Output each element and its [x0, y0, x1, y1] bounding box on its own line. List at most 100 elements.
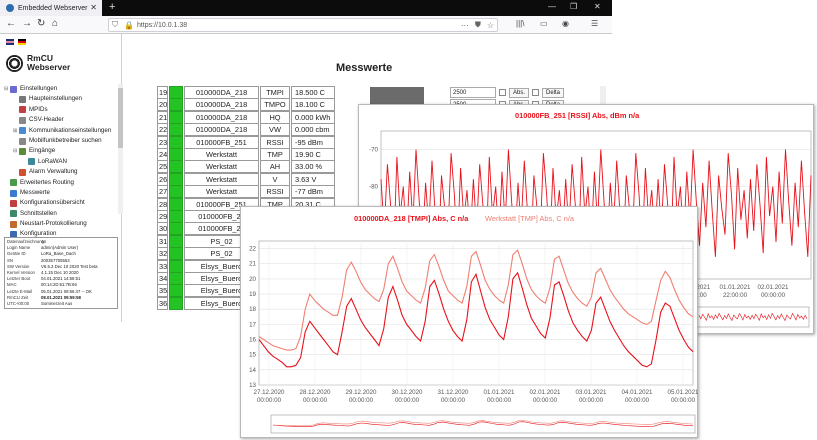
info-row: Letzter Boot 04.01.2021 14:58:51: [7, 276, 115, 282]
sidebar-item-schnittstellen[interactable]: Schnittstellen: [4, 209, 118, 219]
tmp-x-tick-time: 00:00:00: [579, 397, 604, 404]
sidebar-item-konfiguration[interactable]: Konfiguration: [4, 229, 118, 239]
row-number: 29: [157, 210, 168, 223]
sidebar-item-alarm-verwaltung[interactable]: Alarm Verwaltung: [4, 167, 118, 177]
expand-icon[interactable]: ⊞: [13, 127, 18, 134]
mobile-operator-icon: [19, 137, 26, 145]
measurement-value: 33.00 %: [291, 160, 335, 174]
info-key: MAC: [7, 282, 17, 288]
table-row[interactable]: 24 Werkstatt TMP 19.90 C: [157, 148, 336, 162]
page-actions-icon[interactable]: ⋯: [460, 20, 469, 30]
measurement-type: TMPO: [260, 98, 290, 112]
status-indicator: [169, 284, 183, 298]
row-number: 20: [157, 98, 168, 112]
info-row: Kernel Version 4.1.15 Dec 10 2020: [7, 270, 115, 276]
back-arrow-icon[interactable]: ←: [6, 18, 16, 29]
collapse-icon[interactable]: ⊟: [4, 86, 9, 92]
tmp-y-tick-label: 16: [249, 337, 256, 344]
mpid-icon: [19, 106, 26, 114]
sidebar-item-lorawan[interactable]: LoRaWAN: [4, 157, 118, 167]
menu-hamburger-icon[interactable]: ☰: [591, 19, 599, 28]
sidebar-toggle-icon[interactable]: ▭: [540, 19, 548, 28]
alarm-icon: [19, 168, 26, 176]
tmp-x-tick-date: 28.12.2020: [300, 389, 332, 396]
sidebar-item-kommunikationseinstellungen[interactable]: ⊞ Kommunikationseinstellungen: [4, 126, 118, 136]
uk-flag-icon[interactable]: [6, 39, 14, 45]
window-close-button[interactable]: ✕: [594, 2, 601, 11]
reload-icon[interactable]: ↻: [37, 18, 46, 29]
info-row: RmCU Zeit 08.01.2021 09:59:58: [7, 295, 115, 301]
configuration-icon: [10, 231, 17, 239]
main-settings-icon: [19, 96, 26, 104]
language-flags: [6, 39, 28, 47]
info-value: 4.1.15 Dec 10 2020: [41, 270, 79, 276]
table-row[interactable]: 22 010000DA_218 VW 0.000 cbm: [157, 123, 336, 137]
new-tab-button[interactable]: +: [109, 1, 116, 13]
bookmark-star-icon[interactable]: ☆: [486, 20, 494, 30]
info-value: V6.5.3 Dec 10 2020 Test beta: [41, 263, 98, 269]
info-key: Login Name: [7, 245, 31, 251]
sidebar-item-neustart-protokollierung[interactable]: Neustart-Protokollierung: [4, 219, 118, 229]
sidebar-item-erweitertes-routing[interactable]: Erweitertes Routing: [4, 178, 118, 188]
info-row: MAC 00:14:2D:61:7B:66: [7, 282, 115, 288]
sidebar-item-haupteinstellungen[interactable]: Haupteinstellungen: [4, 94, 118, 104]
table-row[interactable]: 26 Werkstatt V 3.63 V: [157, 172, 336, 187]
tmp-y-tick-label: 19: [249, 291, 256, 298]
info-row: Geräte ID LoRa_Base_Dach: [7, 251, 115, 257]
sidebar-item-label: Alarm Verwaltung: [29, 168, 78, 176]
csv-icon: [19, 116, 26, 124]
info-key: Kernel Version: [7, 270, 35, 276]
tmp-x-tick-time: 00:00:00: [441, 397, 466, 404]
row-number: 21: [157, 110, 168, 124]
browser-tab[interactable]: Embedded Webserver ✕: [0, 0, 102, 16]
inputs-icon: [19, 148, 26, 156]
forward-arrow-icon[interactable]: →: [22, 18, 32, 29]
german-flag-icon[interactable]: [17, 39, 26, 45]
home-icon[interactable]: ⌂: [52, 18, 59, 29]
measurement-value: 0.000 kWh: [291, 110, 335, 124]
tmp-y-tick-label: 20: [249, 276, 256, 283]
tmp-x-tick-time: 00:00:00: [671, 397, 696, 404]
info-value: 04.01.2021 14:58:51: [41, 276, 81, 282]
rssi-x-tick-date: 01.01.2021: [720, 284, 752, 291]
sidebar-item-eing-nge[interactable]: ⊟ Eingänge: [4, 146, 118, 156]
sidebar-item-csv-header[interactable]: CSV-Header: [4, 115, 118, 125]
measurement-type: VW: [260, 123, 290, 137]
sidebar-item-mpids[interactable]: MPIDs: [4, 105, 118, 115]
lock-icon: 🔒: [124, 20, 134, 30]
library-icon[interactable]: |||\: [516, 19, 525, 28]
measurement-type: RSSI: [260, 185, 290, 199]
tmp-x-tick-date: 27.12.2020: [254, 389, 286, 396]
sidebar-item-messwerte[interactable]: Messwerte: [4, 188, 118, 198]
window-minimize-button[interactable]: —: [548, 2, 556, 11]
sidebar-item-einstellungen[interactable]: ⊟ Einstellungen: [4, 84, 118, 94]
window-maximize-button[interactable]: ❐: [570, 2, 578, 11]
sidebar-item-konfigurations-bersicht[interactable]: Konfigurationsübersicht: [4, 198, 118, 208]
sidebar-item-mobilfunkbetreiber-suchen[interactable]: Mobilfunkbetreiber suchen: [4, 136, 118, 146]
favicon-icon: [6, 4, 14, 12]
status-indicator: [169, 185, 183, 199]
info-key: Letzte E-Mail: [7, 288, 33, 294]
abs-checkbox[interactable]: [499, 89, 506, 96]
tmp-y-tick-label: 21: [249, 261, 256, 268]
pocket-icon[interactable]: ⛊: [474, 20, 481, 29]
account-icon[interactable]: ◉: [562, 19, 569, 28]
address-bar[interactable]: ⛉ 🔒 https://10.0.1.38 ⋯ ⛊ ☆: [108, 18, 498, 32]
delta-checkbox[interactable]: [532, 89, 540, 96]
tab-close-icon[interactable]: ✕: [90, 3, 97, 12]
collapse-icon[interactable]: ⊟: [13, 148, 18, 155]
tab-title: Embedded Webserver: [18, 4, 88, 12]
tmp-x-tick-date: 02.01.2021: [530, 389, 562, 396]
sidebar-scroll-thumb[interactable]: [118, 88, 123, 148]
logo: RmCU Webserver: [6, 54, 70, 72]
table-row[interactable]: 20 010000DA_218 TMPO 18.100 C: [157, 98, 336, 112]
measurements-icon: [10, 189, 17, 197]
row-number: 30: [157, 222, 168, 236]
sidebar-scrollbar[interactable]: [118, 84, 123, 214]
info-key: Letzter Boot: [7, 276, 31, 282]
delta-label: Delta: [542, 87, 565, 98]
tmp-x-tick-time: 00:00:00: [533, 397, 558, 404]
limit-input[interactable]: 2500: [450, 87, 496, 98]
status-indicator: [169, 272, 183, 285]
temperature-chart-popup[interactable]: 010000DA_218 [TMPI] Abs, C n/a Werkstatt…: [240, 206, 699, 438]
